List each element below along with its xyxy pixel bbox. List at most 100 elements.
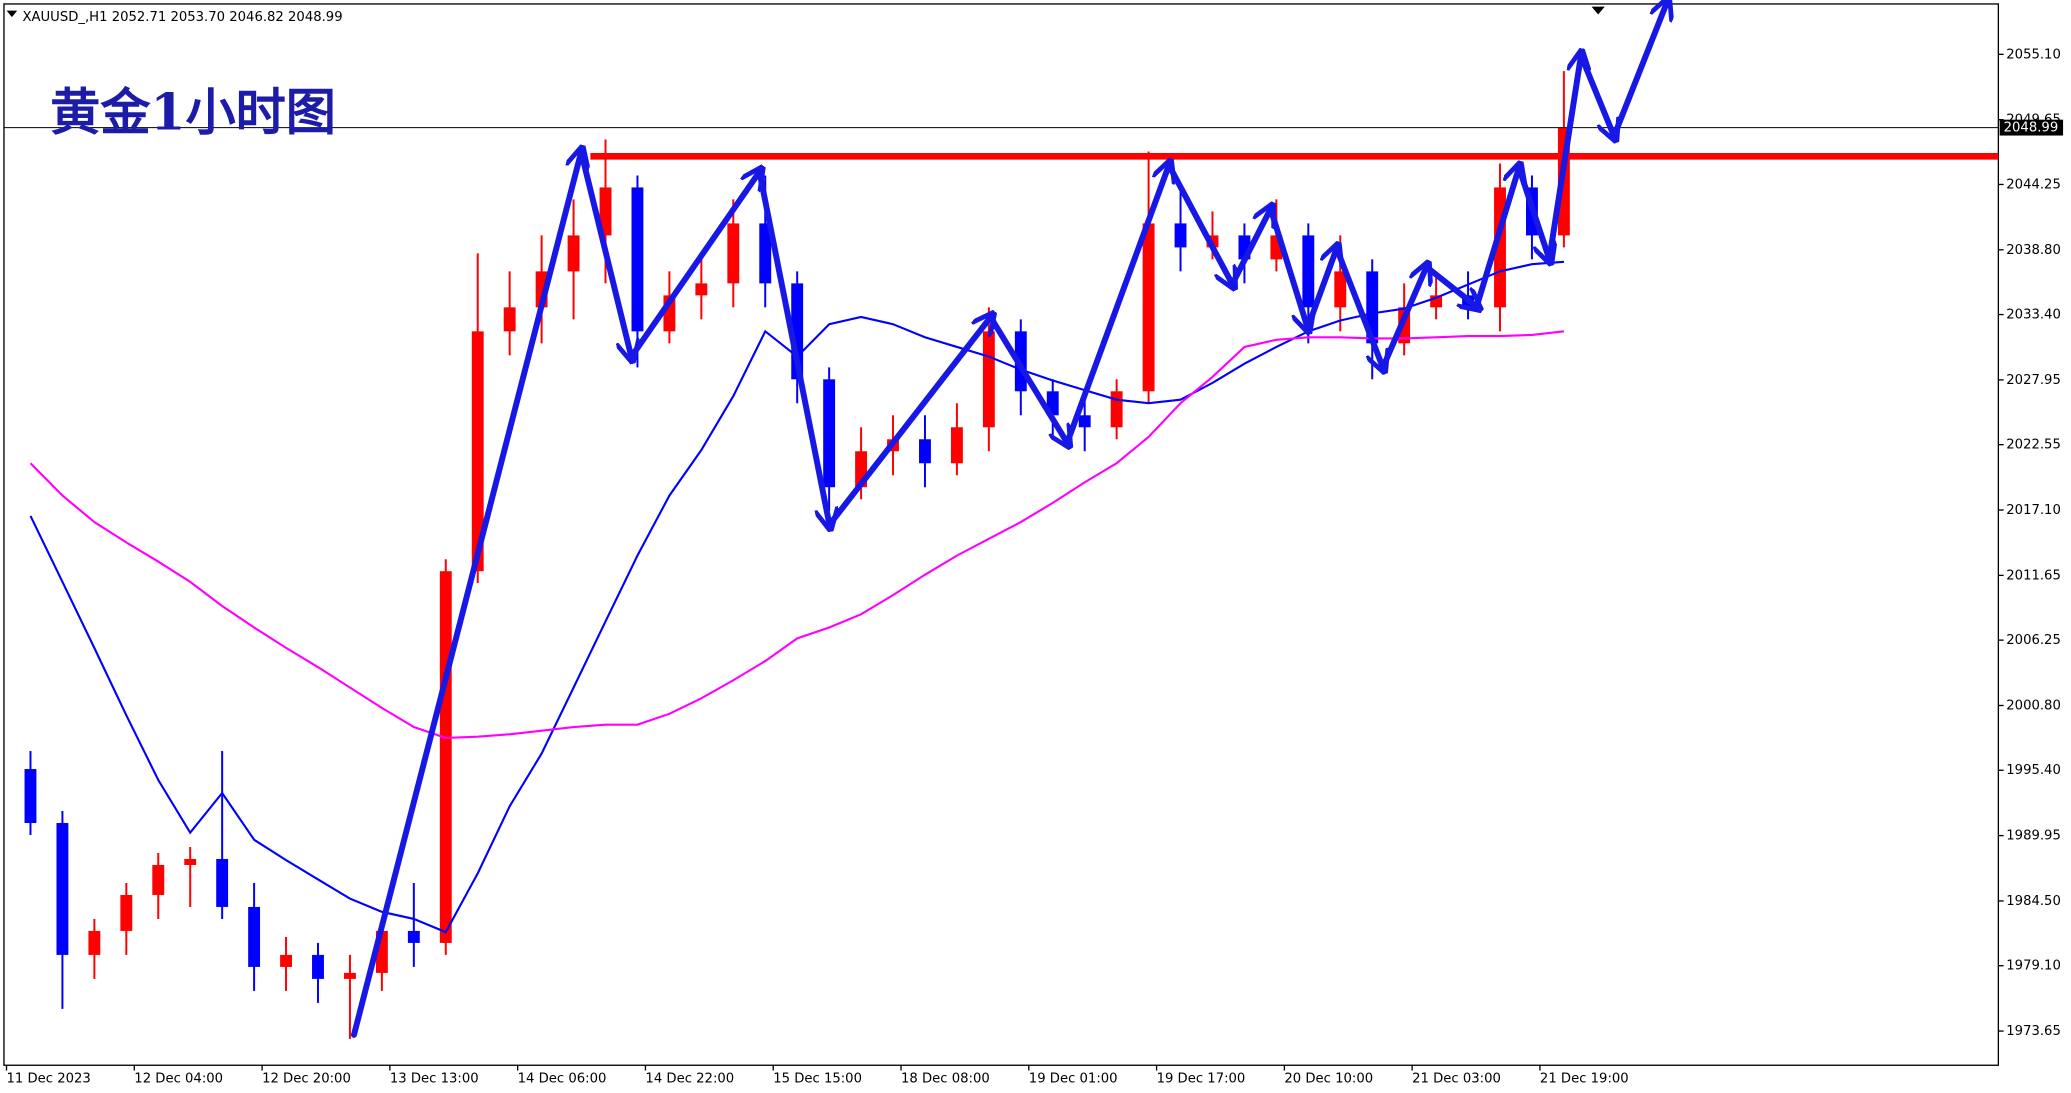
x-tick-label: 12 Dec 20:00	[262, 1071, 351, 1086]
zigzag-arrow	[1229, 209, 1270, 288]
candle-body	[248, 906, 261, 967]
candle-body	[1430, 295, 1443, 308]
candle-body	[184, 858, 197, 865]
zigzag-arrow	[987, 314, 1068, 443]
zigzag-arrow	[1546, 56, 1581, 263]
y-tick-label: 2022.55	[2006, 438, 2061, 453]
x-tick-label: 14 Dec 22:00	[645, 1071, 734, 1086]
zigzag-arrow	[1515, 164, 1549, 259]
zigzag-arrow	[1267, 205, 1308, 328]
zigzag-arrow	[1423, 263, 1476, 307]
y-tick-label: 2033.40	[2006, 308, 2061, 323]
x-tick-label: 15 Dec 15:00	[773, 1071, 862, 1086]
y-tick-label: 2011.65	[2006, 568, 2061, 583]
candle-body	[56, 823, 69, 955]
x-tick-label: 14 Dec 06:00	[518, 1071, 607, 1086]
candle-body	[375, 930, 388, 973]
zigzag-arrow	[756, 168, 829, 525]
candle-body	[152, 864, 165, 895]
marks	[3, 71, 1999, 1039]
candle-body	[1366, 271, 1379, 344]
menu-triangle	[6, 10, 18, 18]
zigzag-arrow	[1578, 52, 1614, 137]
candle-body	[503, 307, 516, 332]
candle-body	[950, 427, 963, 464]
zigzag-arrow	[1473, 168, 1519, 310]
candle-body	[919, 439, 931, 464]
x-tick-label: 12 Dec 04:00	[134, 1071, 223, 1086]
zigzag-arrow	[1611, 0, 1667, 140]
candle-body	[823, 379, 836, 488]
y-tick-label: 1989.95	[2006, 829, 2061, 844]
y-tick-label: 2027.95	[2006, 373, 2061, 388]
marker-triangle	[1591, 6, 1605, 15]
y-tick-label: 1995.40	[2006, 763, 2061, 778]
candle-body	[631, 187, 644, 332]
candle-body	[24, 769, 37, 824]
zigzag-arrow	[1064, 165, 1169, 446]
candle-body	[88, 930, 101, 955]
candle-body	[791, 283, 804, 380]
y-tick-label: 2006.25	[2006, 633, 2061, 648]
y-tick-label: 2044.25	[2006, 177, 2061, 192]
zigzag-arrow	[351, 152, 581, 1038]
zigzag-arrow	[826, 317, 990, 528]
candle-body	[1238, 235, 1251, 260]
candle-body	[567, 235, 580, 272]
chart-title: 黄金1小时图	[50, 82, 336, 141]
y-tick-label: 2017.10	[2006, 503, 2061, 518]
candle-body	[1110, 391, 1123, 428]
x-tick-label: 18 Dec 08:00	[901, 1071, 990, 1086]
y-tick-label: 2000.80	[2006, 698, 2061, 713]
candle-body	[439, 571, 452, 943]
candle-body	[1142, 223, 1155, 392]
candle-body	[216, 858, 229, 907]
candle-body	[120, 894, 133, 931]
zigzag-arrow	[1304, 248, 1337, 331]
candle-body	[663, 295, 676, 332]
zigzag-arrows	[351, 0, 1667, 1038]
x-tick-label: 11 Dec 2023	[7, 1071, 91, 1086]
candle-body	[855, 451, 868, 488]
y-tick-label: 2038.80	[2006, 243, 2061, 258]
zigzag-arrow	[578, 149, 631, 357]
last-price-box	[1999, 119, 2064, 136]
x-tick-label: 13 Dec 13:00	[390, 1071, 479, 1086]
candle-body	[982, 331, 995, 428]
candle-body	[1302, 235, 1315, 308]
x-tick-label: 19 Dec 01:00	[1029, 1071, 1118, 1086]
candle-body	[343, 972, 356, 979]
y-tick-label: 1984.50	[2006, 894, 2061, 909]
candle-body	[280, 954, 292, 967]
candle-body	[727, 223, 740, 284]
y-tick-label: 2055.10	[2006, 47, 2061, 62]
candle-body	[1494, 187, 1506, 308]
candle-body	[1078, 415, 1091, 428]
plot-frame	[3, 3, 2000, 1066]
candle-body	[1174, 223, 1187, 248]
x-tick-label: 21 Dec 03:00	[1412, 1071, 1501, 1086]
candle-body	[1270, 235, 1283, 260]
candle-body	[759, 223, 772, 284]
zigzag-arrow	[1333, 245, 1383, 367]
x-tick-label: 21 Dec 19:00	[1540, 1071, 1629, 1086]
x-tick-label: 19 Dec 17:00	[1157, 1071, 1246, 1086]
zigzag-arrow	[1165, 162, 1232, 284]
y-tick-label: 1979.10	[2006, 959, 2061, 974]
last-price-label: 2048.99	[2004, 121, 2059, 136]
y-tick-label: 1973.65	[2006, 1024, 2061, 1039]
header: XAUUSD_,H1 2052.71 2053.70 2046.82 2048.…	[22, 10, 342, 25]
zigzag-arrow	[1379, 267, 1427, 371]
candle-body	[535, 271, 548, 308]
candle-body	[599, 187, 612, 236]
candle-body	[312, 954, 324, 979]
candle-body	[1334, 271, 1347, 308]
candle-body	[407, 930, 420, 943]
x-tick-label: 20 Dec 10:00	[1284, 1071, 1373, 1086]
candle-body	[1046, 391, 1059, 416]
candle-body	[695, 283, 708, 296]
candle-body	[471, 331, 484, 572]
